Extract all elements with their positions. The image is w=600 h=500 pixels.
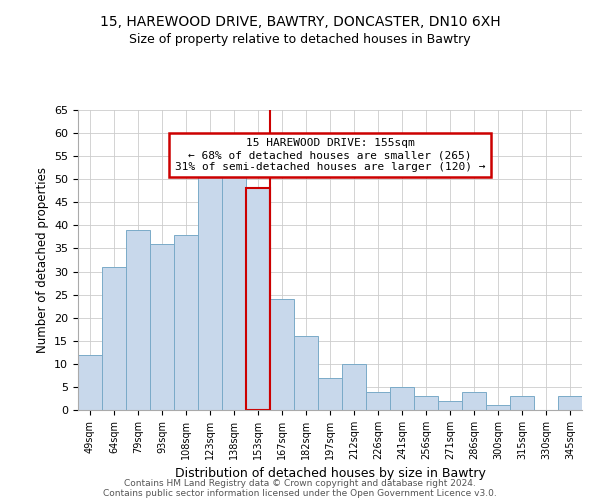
Bar <box>222 161 246 410</box>
Text: 15 HAREWOOD DRIVE: 155sqm
← 68% of detached houses are smaller (265)
31% of semi: 15 HAREWOOD DRIVE: 155sqm ← 68% of detac… <box>175 138 485 172</box>
Bar <box>486 406 510 410</box>
Bar <box>294 336 318 410</box>
Bar <box>438 401 462 410</box>
Bar <box>150 244 174 410</box>
Bar <box>390 387 414 410</box>
Bar <box>270 299 294 410</box>
Bar <box>510 396 534 410</box>
Bar <box>174 234 198 410</box>
Bar <box>78 354 102 410</box>
Bar <box>198 166 222 410</box>
Y-axis label: Number of detached properties: Number of detached properties <box>35 167 49 353</box>
Text: 15, HAREWOOD DRIVE, BAWTRY, DONCASTER, DN10 6XH: 15, HAREWOOD DRIVE, BAWTRY, DONCASTER, D… <box>100 15 500 29</box>
Bar <box>318 378 342 410</box>
Bar <box>462 392 486 410</box>
Bar <box>342 364 366 410</box>
X-axis label: Distribution of detached houses by size in Bawtry: Distribution of detached houses by size … <box>175 468 485 480</box>
Bar <box>414 396 438 410</box>
Bar <box>558 396 582 410</box>
Text: Contains public sector information licensed under the Open Government Licence v3: Contains public sector information licen… <box>103 488 497 498</box>
Bar <box>126 230 150 410</box>
Bar <box>366 392 390 410</box>
Bar <box>246 188 270 410</box>
Bar <box>102 267 126 410</box>
Text: Size of property relative to detached houses in Bawtry: Size of property relative to detached ho… <box>129 32 471 46</box>
Text: Contains HM Land Registry data © Crown copyright and database right 2024.: Contains HM Land Registry data © Crown c… <box>124 478 476 488</box>
